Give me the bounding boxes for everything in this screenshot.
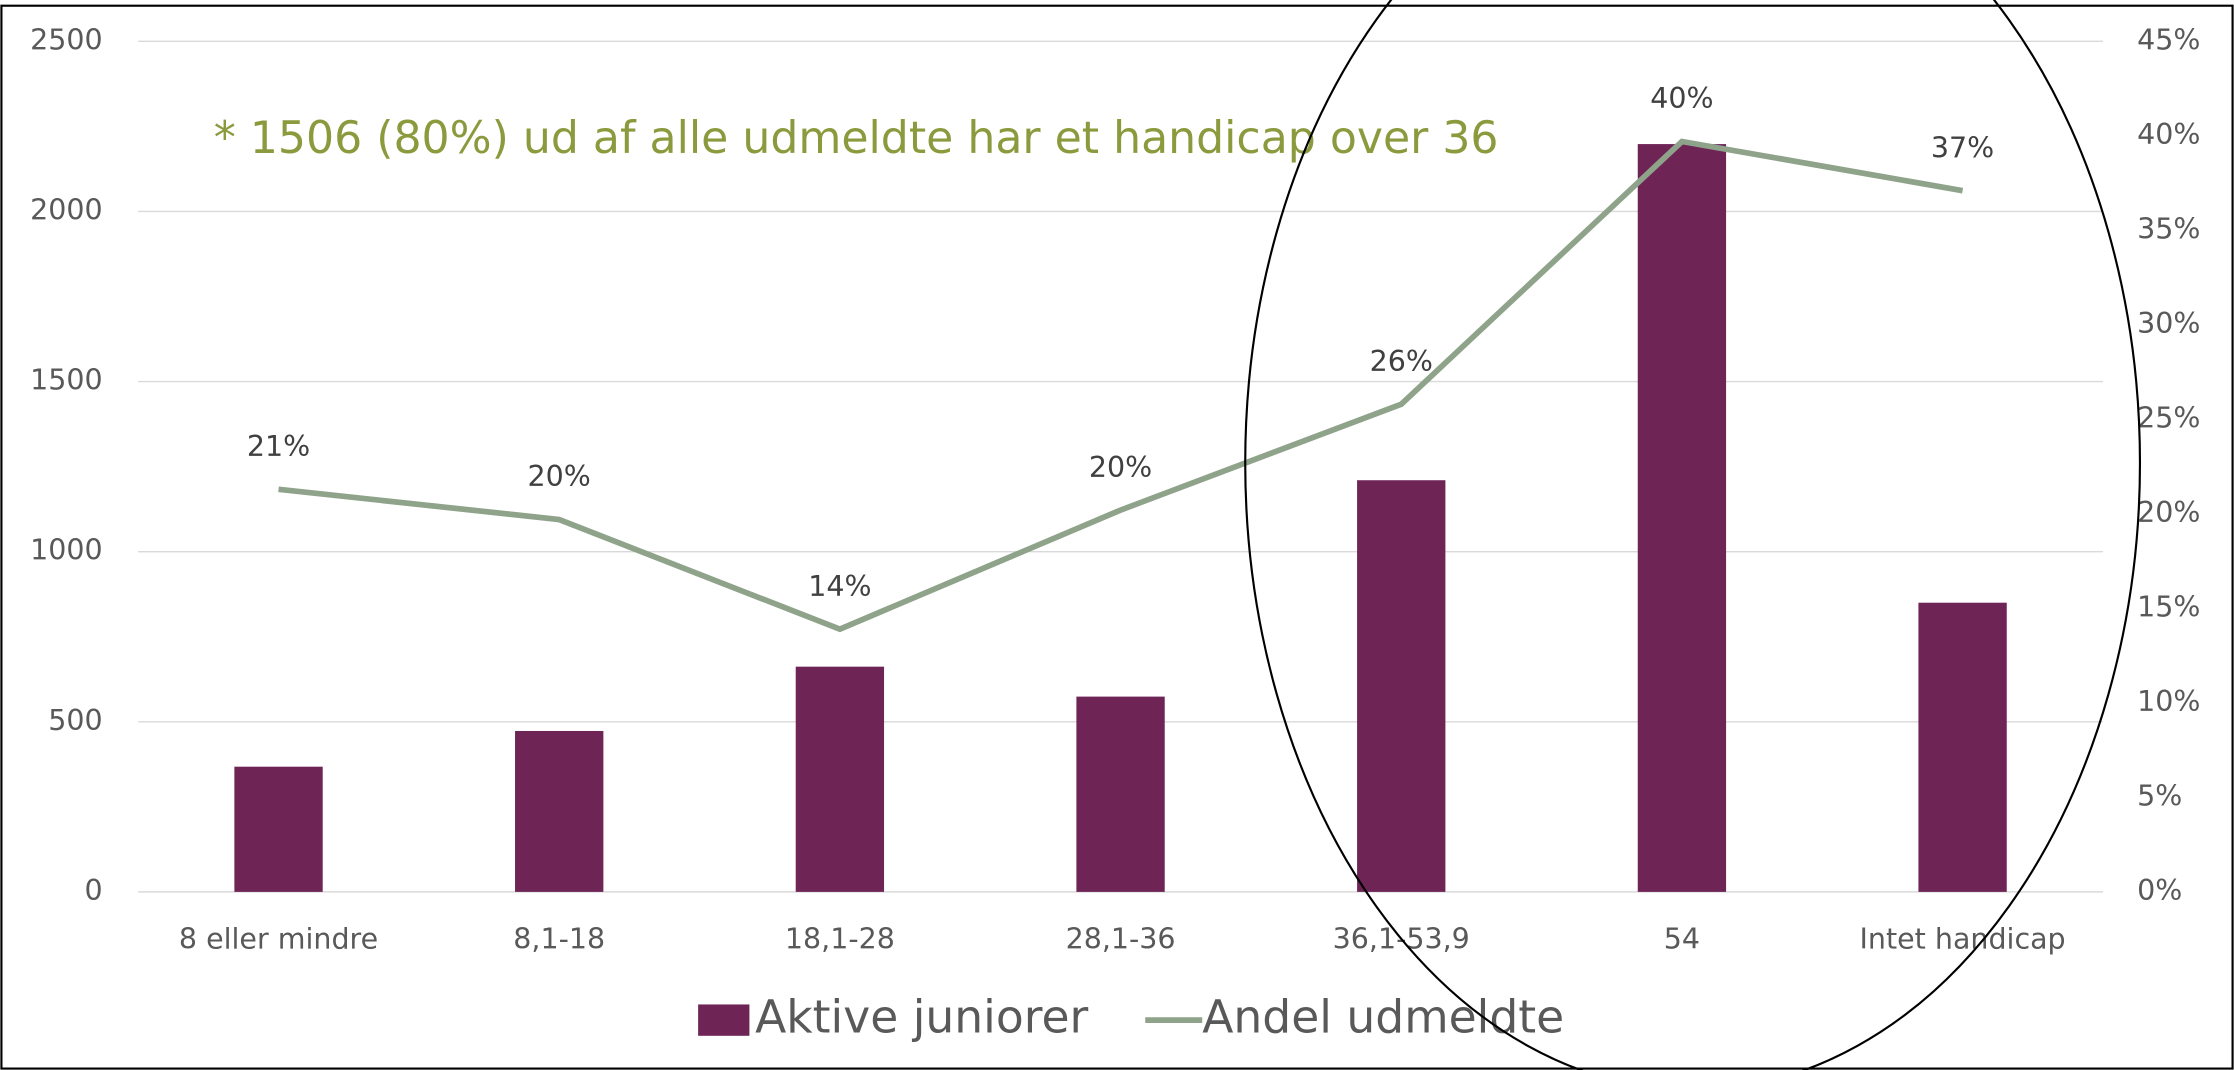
x-tick-label: 8 eller mindre	[179, 922, 378, 955]
data-label: 26%	[1370, 345, 1433, 378]
plot: 0 500 1000 1500 2000 2500 0% 5% 10% 15% 20% 25% 30% 3…	[30, 23, 2200, 1043]
legend-swatch	[698, 1004, 750, 1036]
y-tick-label: 2000	[30, 193, 103, 226]
y-tick-label: 0	[84, 874, 102, 907]
data-label: 21%	[247, 430, 310, 463]
bar	[1076, 696, 1165, 892]
data-label: 37%	[1931, 131, 1994, 164]
y2-tick-label: 10%	[2137, 685, 2200, 718]
bar	[1637, 144, 1727, 892]
highlight-ellipse	[1244, 0, 2141, 1070]
data-label: 40%	[1650, 82, 1713, 115]
y-tick-label: 2500	[30, 23, 103, 56]
bar	[515, 730, 604, 892]
y2-tick-label: 0%	[2137, 874, 2182, 907]
x-tick-label: Intet handicap	[1860, 922, 2066, 955]
y-tick-label: 1000	[30, 534, 103, 567]
data-label: 14%	[808, 570, 871, 603]
x-tick-label: 28,1-36	[1066, 922, 1176, 955]
legend-label: Andel udmeldte	[1202, 991, 1564, 1044]
x-tick-label: 54	[1664, 922, 1700, 955]
y2-tick-label: 45%	[2137, 23, 2200, 56]
y2-tick-label: 40%	[2137, 118, 2200, 151]
y2-tick-label: 30%	[2137, 307, 2200, 340]
bar	[795, 666, 885, 892]
bar	[234, 766, 323, 892]
y2-tick-label: 5%	[2137, 779, 2182, 812]
annotation: * 1506 (80%) ud af alle udmeldte har et …	[214, 113, 1499, 164]
x-tick-label: 18,1-28	[785, 922, 895, 955]
bar	[1357, 480, 1446, 892]
y2-tick-label: 35%	[2137, 212, 2200, 245]
data-label: 20%	[528, 460, 591, 493]
y2-tick-label: 20%	[2137, 496, 2200, 529]
legend-label: Aktive juniorer	[755, 991, 1088, 1044]
y-tick-label: 500	[48, 704, 102, 737]
y2-tick-label: 15%	[2137, 590, 2200, 623]
bar	[1918, 602, 2007, 892]
y-tick-label: 1500	[30, 364, 103, 397]
y2-tick-label: 25%	[2137, 401, 2200, 434]
frame	[0, 4, 2234, 1070]
data-label: 20%	[1089, 451, 1152, 484]
x-tick-label: 8,1-18	[513, 922, 605, 955]
line	[278, 138, 1964, 633]
